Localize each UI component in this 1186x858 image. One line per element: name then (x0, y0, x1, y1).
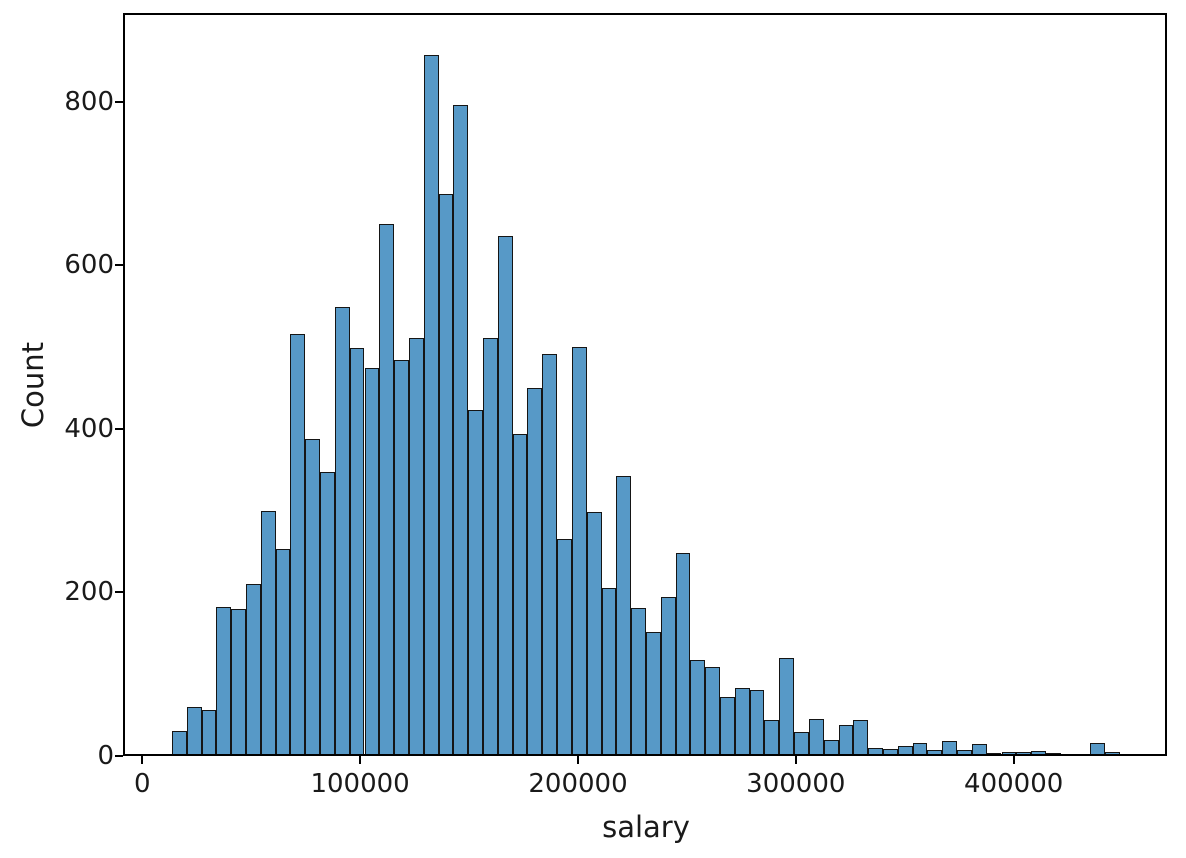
histogram-bar (823, 740, 839, 754)
histogram-bar (927, 749, 943, 754)
histogram-bar (705, 667, 721, 754)
x-axis-label: salary (602, 810, 690, 844)
histogram-bar (1105, 752, 1120, 754)
histogram-bar (882, 749, 898, 754)
y-tick-label: 800 (64, 86, 114, 117)
histogram-bar (379, 223, 395, 754)
histogram-bar (246, 583, 261, 754)
histogram-bar (1045, 752, 1061, 754)
histogram-bar (1016, 752, 1032, 754)
histogram-bar (394, 359, 409, 754)
histogram-bar (794, 731, 809, 754)
x-tick-mark (359, 756, 362, 764)
histogram-bar (631, 608, 646, 754)
y-tick-mark (115, 100, 123, 103)
histogram-bar (779, 658, 795, 754)
histogram-bar (497, 236, 513, 754)
histogram-bar (468, 409, 483, 754)
x-tick-mark (577, 756, 579, 764)
histogram-bar (897, 745, 913, 754)
histogram-bar (1031, 750, 1046, 754)
y-tick-mark (115, 591, 123, 594)
histogram-bar (720, 696, 735, 754)
y-tick-mark (115, 755, 123, 757)
x-tick-label: 0 (134, 769, 151, 799)
histogram-bar (838, 725, 854, 754)
histogram-bar (186, 707, 202, 754)
histogram-bar (868, 748, 883, 754)
histogram-bar (408, 338, 424, 754)
histogram-bar (690, 659, 706, 754)
histogram-bar (986, 752, 1002, 754)
x-tick-label: 300000 (746, 769, 846, 799)
y-tick-mark (115, 427, 123, 430)
histogram-bar (216, 606, 232, 754)
histogram-bar (957, 749, 972, 754)
y-tick-label: 400 (64, 413, 114, 444)
histogram-bar (942, 740, 958, 754)
y-tick-label: 200 (64, 577, 114, 608)
histogram-bar (171, 731, 187, 754)
histogram-bar (438, 193, 454, 754)
histogram-bar (645, 632, 661, 754)
histogram-bar (305, 439, 321, 754)
y-tick-label: 600 (64, 250, 114, 281)
histogram-bar (1001, 752, 1017, 754)
histogram-bar (453, 105, 469, 754)
y-axis-label: Count (16, 341, 50, 429)
histogram-bar (483, 338, 498, 754)
histogram-bar (364, 367, 380, 754)
histogram-bar (601, 587, 617, 754)
histogram-bar (616, 475, 632, 754)
histogram-bar (971, 744, 987, 754)
x-tick-mark (1012, 756, 1015, 764)
x-tick-label: 200000 (528, 769, 628, 799)
histogram-bar (527, 388, 543, 754)
plot-area (123, 13, 1167, 756)
bars-layer (125, 15, 1165, 754)
y-tick-label: 0 (97, 741, 114, 771)
histogram-bar (912, 742, 928, 754)
histogram-bar (853, 719, 869, 754)
histogram-bar (334, 306, 350, 754)
histogram-bar (542, 353, 558, 754)
histogram-bar (349, 348, 365, 754)
histogram-bar (512, 434, 528, 754)
histogram-bar (571, 347, 587, 754)
histogram-bar (586, 511, 602, 754)
histogram-bar (201, 709, 217, 754)
histogram-bar (275, 548, 291, 754)
x-tick-mark (141, 756, 144, 764)
histogram-bar (660, 596, 676, 754)
x-tick-label: 100000 (310, 769, 410, 799)
histogram-bar (1090, 743, 1106, 754)
x-tick-mark (794, 756, 797, 764)
histogram-bar (423, 54, 439, 754)
histogram-bar (290, 334, 306, 754)
histogram-bar (320, 471, 335, 754)
histogram-bar (734, 687, 750, 754)
x-tick-label: 400000 (964, 769, 1064, 799)
histogram-bar (557, 538, 572, 754)
y-tick-mark (115, 264, 123, 267)
histogram-bar (260, 511, 276, 754)
histogram-bar (764, 719, 780, 754)
histogram-bar (675, 552, 691, 754)
histogram-bar (808, 718, 824, 754)
histogram-bar (749, 690, 765, 754)
histogram-bar (231, 609, 246, 754)
